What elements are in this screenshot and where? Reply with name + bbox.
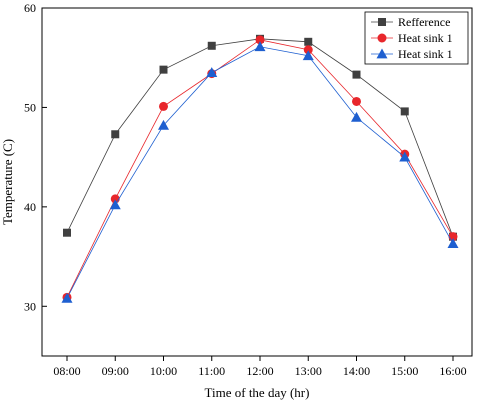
legend-marker [376, 48, 388, 59]
data-point [158, 119, 169, 130]
x-tick-label: 13:00 [295, 364, 322, 378]
x-tick-label: 10:00 [150, 364, 177, 378]
x-tick-label: 11:00 [198, 364, 225, 378]
data-point [254, 41, 266, 52]
y-tick-label: 50 [24, 100, 36, 114]
data-point [302, 50, 314, 61]
data-point [400, 107, 409, 116]
data-point [159, 65, 168, 74]
legend-label: Refference [398, 15, 450, 29]
y-tick-label: 30 [24, 299, 36, 313]
data-point [159, 101, 168, 111]
series-line [66, 39, 454, 298]
series-3 [61, 41, 459, 303]
data-point [399, 151, 411, 162]
x-axis-label: Time of the day (hr) [205, 385, 310, 400]
x-tick-label: 08:00 [53, 364, 80, 378]
y-axis-label: Temperature (C) [0, 139, 15, 225]
data-point [352, 96, 361, 106]
legend-label: Heat sink 1 [398, 31, 453, 45]
data-point [447, 238, 459, 249]
y-tick-label: 60 [24, 1, 36, 15]
data-point [63, 228, 71, 237]
series-2 [62, 35, 458, 302]
legend-item: Heat sink 1 [371, 47, 453, 61]
x-tick-label: 15:00 [391, 364, 418, 378]
legend-label: Heat sink 1 [398, 47, 453, 61]
y-axis: 30 40 50 60 [24, 1, 47, 313]
data-point [303, 45, 313, 55]
data-point [351, 111, 362, 122]
legend-item: Heat sink 1 [371, 31, 453, 45]
data-point [304, 37, 313, 46]
data-point [109, 199, 121, 210]
x-tick-label: 09:00 [102, 364, 129, 378]
series-line [66, 38, 454, 237]
data-point [206, 67, 218, 78]
series-layer [61, 34, 459, 303]
data-point [61, 292, 73, 303]
series-1 [63, 34, 457, 241]
y-tick-label: 40 [24, 200, 36, 214]
data-point [255, 35, 265, 45]
x-tick-label: 12:00 [246, 364, 273, 378]
plot-frame [41, 7, 473, 357]
legend: Refference Heat sink 1 Heat sink 1 [364, 11, 469, 65]
x-tick-label: 14:00 [343, 364, 370, 378]
legend-item: Refference [371, 15, 450, 29]
legend-marker [378, 18, 386, 26]
data-point [207, 41, 216, 50]
x-axis: 08:00 09:00 10:00 11:00 12:00 13:00 14:00 15:00… [53, 356, 467, 378]
data-point [111, 130, 120, 139]
series-line [66, 46, 454, 299]
x-tick-label: 16:00 [439, 364, 466, 378]
legend-marker [377, 33, 387, 43]
data-point [352, 70, 361, 79]
